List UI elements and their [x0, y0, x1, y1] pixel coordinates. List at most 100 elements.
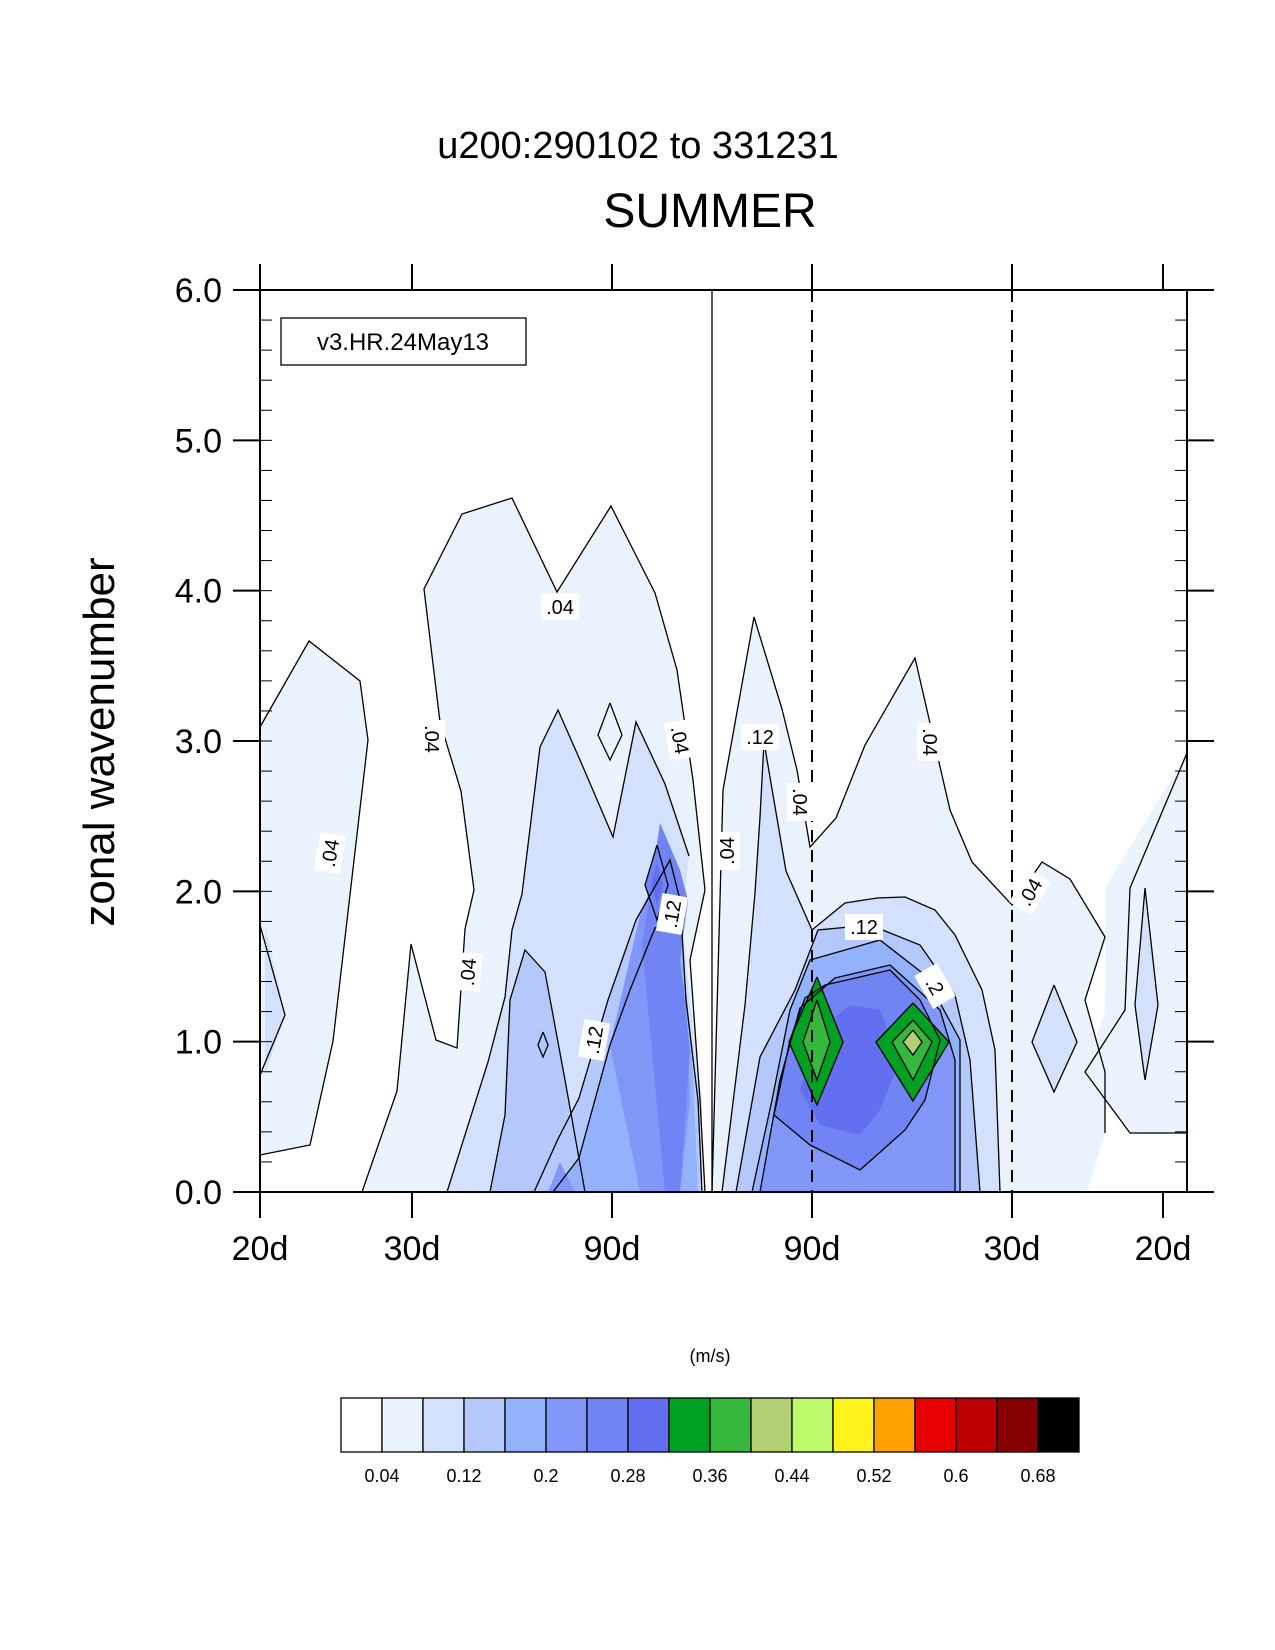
contour-label-8: .04: [714, 832, 740, 870]
contour-line-21: [891, 1019, 933, 1082]
contour-label-1: .04: [419, 720, 445, 758]
contour-line-19: [875, 1002, 950, 1103]
svg-text:.12: .12: [746, 727, 774, 749]
x-tick-label: 30d: [384, 1230, 441, 1268]
colorbar-label: 0.44: [774, 1466, 809, 1486]
contour-line-5: [1134, 887, 1159, 1081]
colorbar-swatch: [914, 1397, 957, 1453]
x-tick-label: 20d: [232, 1230, 289, 1268]
annotation-box: v3.HR.24May13: [280, 317, 527, 366]
svg-text:.04: .04: [666, 725, 692, 756]
y-tick-label: 2.0: [175, 873, 222, 911]
colorbar-label: 0.04: [364, 1466, 399, 1486]
svg-text:.12: .12: [850, 917, 878, 939]
colorbar-swatch: [381, 1397, 424, 1453]
axis-ticks: 0.0 1.0 2.0 3.0 4.0 5.0 6.0 20d 30d 90d 90d 30d 20d: [175, 264, 1214, 1268]
contour-fill-1: [1085, 753, 1187, 1133]
contour-label-9: .04: [787, 783, 813, 821]
svg-text:.04: .04: [918, 728, 940, 756]
y-tick-label: 3.0: [175, 723, 222, 761]
y-tick-label: 1.0: [175, 1024, 222, 1062]
x-tick-label: 90d: [584, 1230, 641, 1268]
colorbar-label: 0.68: [1020, 1466, 1055, 1486]
contour-line-23: [597, 702, 623, 762]
x-tick-label: 90d: [784, 1230, 841, 1268]
contour-label-6: .12: [655, 893, 689, 935]
y-tick-label: 4.0: [175, 573, 222, 611]
svg-text:.04: .04: [318, 838, 344, 869]
svg-text:.12: .12: [660, 899, 686, 930]
y-tick-label: 0.0: [175, 1174, 222, 1212]
svg-text:.04: .04: [788, 788, 810, 816]
contour-line-18: [788, 976, 844, 1107]
contour-line-14: [751, 939, 961, 1193]
contour-line-2: [361, 497, 706, 1193]
chart-subtitle: u200:290102 to 331231: [437, 125, 839, 167]
colorbar-swatch: [340, 1397, 383, 1453]
colorbar-label: 0.36: [692, 1466, 727, 1486]
contour-line-3: [689, 889, 706, 1193]
contour-label-11: .12: [845, 914, 883, 940]
contour-line-1: [1084, 752, 1188, 1134]
y-tick-label: 5.0: [175, 422, 222, 460]
colorbar-label: 0.52: [856, 1466, 891, 1486]
contour-line-10: [489, 948, 586, 1193]
colorbar-label: 0.2: [533, 1466, 558, 1486]
colorbar-units: (m/s): [690, 1346, 731, 1366]
colorbar-swatch: [709, 1397, 752, 1453]
contour-label-7: .12: [577, 1019, 611, 1061]
contour-fill-16: [548, 1162, 575, 1192]
colorbar-label: 0.6: [943, 1466, 968, 1486]
contour-line-9: [721, 741, 1001, 1193]
colorbar-swatch: [463, 1397, 506, 1453]
colorbar-swatch: [832, 1397, 875, 1453]
contour-line-20: [802, 999, 831, 1082]
colorbar-swatch: [791, 1397, 834, 1453]
contour-labels: .04.04.04.04.04.12.12.12.04.04.04.12.2.0…: [313, 594, 1051, 1061]
svg-text:.04: .04: [457, 957, 481, 987]
colorbar-swatch: [627, 1397, 670, 1453]
contour-line-11: [533, 858, 703, 1193]
colorbar-label: 0.12: [446, 1466, 481, 1486]
contour-label-0: .04: [541, 594, 579, 620]
y-tick-label: 6.0: [175, 272, 222, 310]
colorbar-swatch: [996, 1397, 1039, 1453]
contour-line-17: [644, 844, 669, 923]
contour-line-24: [537, 1031, 549, 1059]
chart-title: SUMMER: [603, 185, 816, 238]
colorbar-swatch: [1037, 1397, 1080, 1453]
contour-line-7: [259, 924, 286, 1076]
colorbar: 0.04 0.12 0.2 0.28 0.36 0.44 0.52 0.6 0.68: [340, 1397, 1080, 1486]
contour-label-2: .04: [313, 832, 347, 874]
contour-fill-4: [1135, 888, 1158, 1080]
annotation-text: v3.HR.24May13: [317, 329, 489, 356]
colorbar-label: 0.28: [610, 1466, 645, 1486]
contour-line-16: [773, 969, 941, 1171]
svg-text:.04: .04: [420, 725, 442, 753]
contour-line-8: [446, 708, 690, 1193]
colorbar-swatch: [422, 1397, 465, 1453]
contour-line-6: [1031, 984, 1078, 1094]
x-tick-label: 30d: [984, 1230, 1041, 1268]
x-tick-label: 20d: [1135, 1230, 1192, 1268]
contour-label-5: .12: [741, 724, 779, 750]
contour-fill-0: [260, 641, 368, 1155]
colorbar-swatch: [955, 1397, 998, 1453]
colorbar-swatch: [750, 1397, 793, 1453]
colorbar-swatch: [545, 1397, 588, 1453]
y-axis-label: zonal wavenumber: [75, 557, 124, 926]
svg-text:.12: .12: [582, 1025, 608, 1056]
colorbar-swatch: [873, 1397, 916, 1453]
contour-label-3: .04: [453, 951, 483, 993]
contour-label-10: .04: [917, 723, 943, 761]
colorbar-swatch: [668, 1397, 711, 1453]
colorbar-swatch: [586, 1397, 629, 1453]
contour-line-0: [259, 640, 369, 1156]
contour-line-22: [902, 1029, 923, 1057]
contour-line-15: [759, 964, 956, 1193]
svg-text:.04: .04: [546, 597, 574, 619]
contour-label-4: .04: [663, 719, 697, 761]
svg-text:.04: .04: [717, 837, 739, 865]
colorbar-swatch: [504, 1397, 547, 1453]
